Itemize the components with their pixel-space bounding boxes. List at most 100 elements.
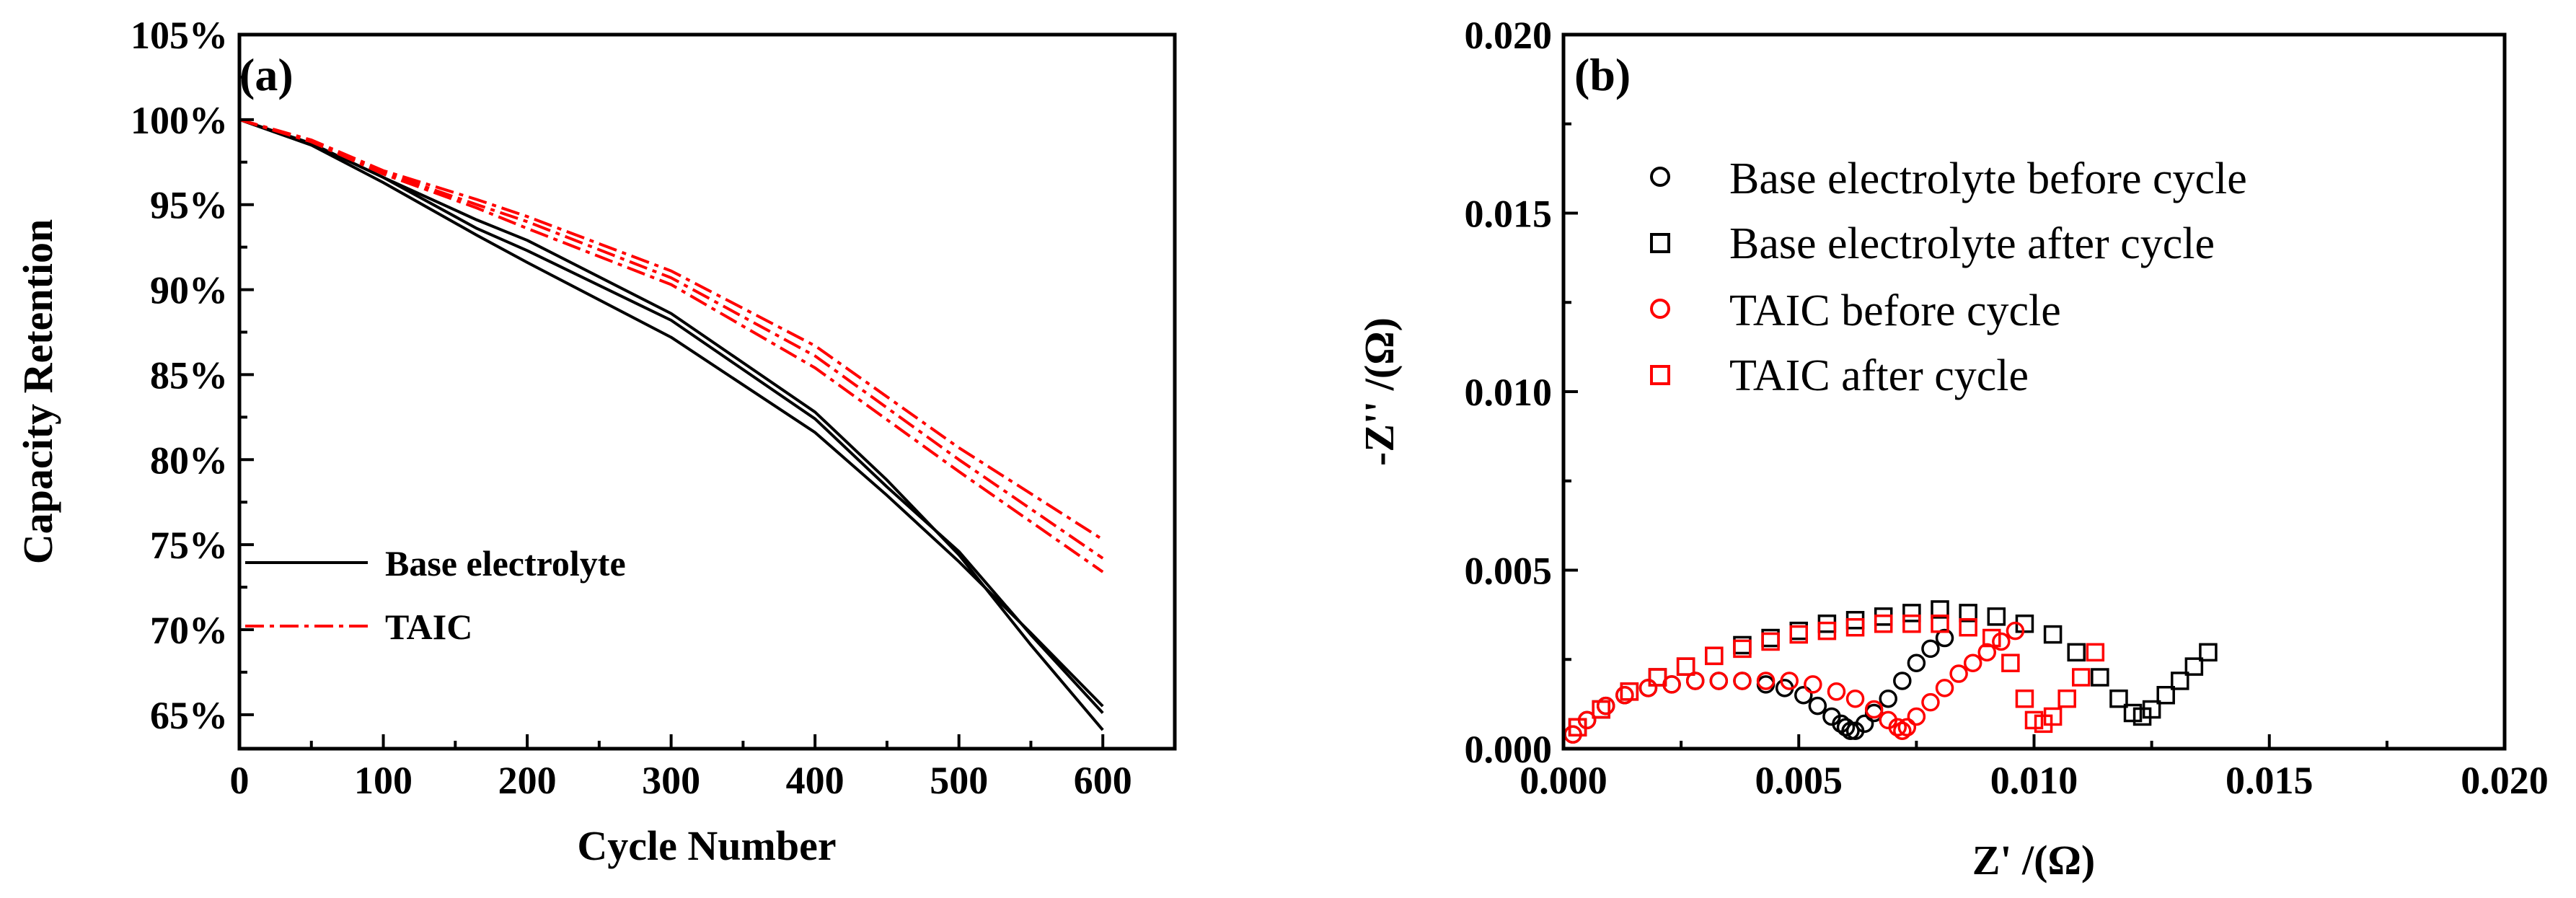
chart-a-ytick-label: 75%	[150, 524, 228, 567]
chart-a-series-line-2	[239, 118, 1104, 708]
chart-a-ylabel: Capacity Retention	[14, 219, 61, 564]
chart-b-point-3-16	[2001, 653, 2020, 672]
chart-a-ytick-label: 105%	[131, 14, 228, 57]
chart-a-ytick-label: 70%	[150, 609, 228, 652]
legend-b-label-2: TAIC before cycle	[1729, 286, 2061, 335]
chart-b-point-3-4	[1676, 657, 1695, 676]
chart-b-point-0-22	[1907, 653, 1926, 672]
chart-b-point-1-20	[2109, 689, 2128, 708]
chart-a-ytick-label: 100%	[131, 99, 228, 142]
chart-a-series-line-1	[239, 118, 1104, 731]
chart-a-ytick-label: 85%	[150, 353, 228, 397]
chart-b-point-0-12	[1808, 696, 1827, 716]
chart-a-series-line-3	[239, 118, 1104, 541]
chart-b-point-2-6	[1685, 672, 1705, 690]
legend-a-label-base: Base electrolyte	[385, 543, 626, 584]
chart-b-point-0-11	[1794, 686, 1813, 705]
chart-a-ytick-label: 80%	[150, 439, 228, 482]
chart-b-point-2-11	[1804, 675, 1822, 694]
chart-b-xtick-label: 0.015	[2226, 759, 2313, 802]
chart-b-point-1-15	[1987, 607, 2006, 626]
chart-b-point-3-12	[1902, 615, 1921, 633]
chart-b-point-2-16	[1888, 718, 1907, 737]
chart-b-point-3-20	[2043, 707, 2063, 726]
chart-b-point-2-4	[1638, 679, 1658, 697]
chart-b-point-1-18	[2067, 643, 2086, 662]
chart-a-xtick-label: 500	[930, 759, 988, 802]
chart-b-point-3-13	[1931, 615, 1949, 633]
chart-a-xtick-label: 400	[786, 759, 844, 802]
legend-b-marker-1	[1650, 233, 1670, 253]
chart-b-point-3-1	[1592, 700, 1610, 719]
chart-b-point-2-7	[1709, 672, 1729, 690]
chart-b-ytick-label: 0.020	[1465, 14, 1553, 57]
chart-b-point-3-22	[2072, 668, 2091, 687]
chart-b-point-0-16	[1841, 721, 1860, 740]
chart-b-xtick-label: 0.010	[1990, 759, 2078, 802]
chart-b: (b) 0.000 0.005 0.010 0.015 0.0200.0000.0050…	[1356, 14, 2549, 884]
chart-b-point-2-22	[1949, 664, 1968, 683]
chart-b-point-1-17	[2043, 625, 2063, 644]
chart-b-point-1-24	[2156, 686, 2175, 705]
chart-b-point-2-8	[1733, 672, 1752, 690]
chart-a-ytick-label: 90%	[150, 269, 228, 312]
chart-a-series-line-4	[239, 118, 1104, 573]
legend-a-label-taic: TAIC	[385, 607, 472, 647]
chart-b-frame	[1561, 32, 2507, 751]
chart-b-point-1-19	[2091, 668, 2109, 687]
chart-b-point-1-5	[1705, 646, 1724, 666]
panel-label-a: (a)	[239, 49, 294, 100]
chart-b-point-1-23	[2142, 700, 2161, 719]
chart-b-xtick-label: 0.005	[1755, 759, 1843, 802]
legend-b-label-0: Base electrolyte before cycle	[1729, 154, 2247, 203]
chart-b-xtick-label: 0.020	[2461, 759, 2549, 802]
chart-b-point-2-10	[1780, 672, 1799, 690]
chart-a-series-line-0	[239, 118, 1104, 714]
chart-a-legend: Base electrolyte TAIC	[245, 543, 626, 647]
chart-b-point-3-9	[1817, 621, 1837, 641]
chart-b-point-0-21	[1893, 672, 1912, 690]
chart-b-point-1-14	[1959, 604, 1977, 622]
chart-b-point-3-15	[1982, 628, 2001, 648]
chart-b-point-3-10	[1845, 617, 1865, 637]
legend-b-marker-2	[1650, 299, 1670, 319]
legend-b-label-3: TAIC after cycle	[1729, 351, 2029, 400]
chart-b-point-0-15	[1836, 718, 1856, 737]
chart-a-series	[239, 118, 1104, 731]
chart-b-point-1-21	[2123, 703, 2143, 723]
chart-b-ylabel: -Z'' /(Ω)	[1356, 317, 1403, 466]
chart-b-point-3-7	[1761, 632, 1780, 651]
chart-a-xtick-label: 300	[642, 759, 700, 802]
chart-b-xlabel: Z' /(Ω)	[1972, 837, 2096, 884]
chart-b-point-1-4	[1676, 657, 1695, 676]
chart-a-xtick-label: 600	[1074, 759, 1132, 802]
chart-b-point-2-26	[2006, 621, 2025, 641]
chart-a-ytick-label: 65%	[150, 694, 228, 737]
chart-b-point-1-26	[2184, 657, 2204, 676]
chart-b-point-2-25	[1992, 632, 2011, 651]
legend-b-marker-3	[1650, 365, 1670, 385]
chart-b-point-0-20	[1879, 689, 1897, 708]
chart-b-point-2-18	[1897, 718, 1917, 737]
chart-a-frame	[237, 32, 1177, 751]
chart-b-point-3-23	[2086, 643, 2105, 662]
chart-b-point-3-17	[2015, 689, 2034, 708]
chart-b-point-3-21	[2057, 689, 2076, 708]
chart-b-series	[1563, 600, 2218, 744]
chart-b-point-1-25	[2171, 672, 2189, 690]
chart-b-point-3-0	[1568, 718, 1587, 737]
legend-b-label-1: Base electrolyte after cycle	[1729, 219, 2215, 268]
chart-b-point-1-13	[1931, 600, 1949, 619]
chart-b-point-2-19	[1907, 707, 1926, 726]
panel-label-b: (b)	[1574, 49, 1631, 100]
chart-b-point-2-21	[1935, 679, 1954, 697]
chart-a-xlabel: Cycle Number	[577, 822, 836, 869]
chart-b-point-2-17	[1893, 721, 1912, 740]
chart-b-point-3-5	[1705, 646, 1724, 666]
chart-a-ticks: 0 100 200 300 400 500 600 65% 70% 75% 80% 85% 90% 95%…	[131, 14, 1132, 802]
chart-a-xtick-label: 0	[230, 759, 250, 802]
chart-b-point-3-8	[1789, 625, 1808, 644]
chart-b-point-2-24	[1977, 643, 1996, 662]
chart-b-point-0-18	[1855, 714, 1874, 734]
